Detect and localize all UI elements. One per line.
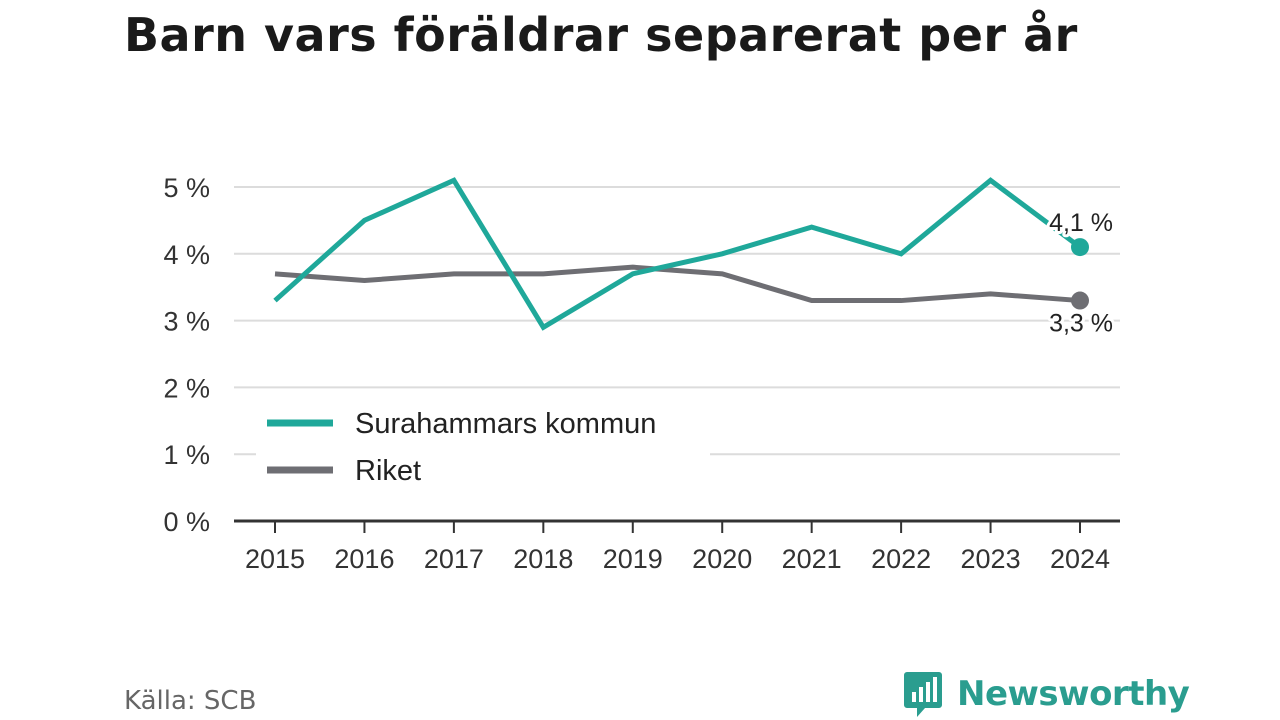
y-tick-label: 2 % <box>163 373 210 403</box>
series-lines <box>273 177 1089 331</box>
chart-title: Barn vars föräldrar separerat per år <box>124 8 1078 62</box>
x-tick-label: 2015 <box>245 544 305 574</box>
end-value-label: 3,3 % <box>1049 310 1113 338</box>
y-tick-label: 5 % <box>163 173 210 203</box>
series-line <box>274 264 1081 304</box>
end-value-label: 4,1 % <box>1049 209 1113 237</box>
y-tick-label: 4 % <box>163 240 210 270</box>
x-tick-label: 2017 <box>424 544 484 574</box>
y-tick-label: 1 % <box>163 440 210 470</box>
legend-background <box>256 398 710 494</box>
x-tick-label: 2023 <box>961 544 1021 574</box>
legend-label: Riket <box>355 455 421 487</box>
x-tick-label: 2019 <box>603 544 663 574</box>
x-axis: 2015 2016 2017 2018 2019 2020 2021 2022 2023 2024 <box>234 519 1120 574</box>
x-tick-label: 2021 <box>782 544 842 574</box>
x-tick-label: 2016 <box>334 544 394 574</box>
newsworthy-logo-icon <box>904 672 942 717</box>
legend-label: Surahammars kommun <box>355 408 656 440</box>
x-tick-label: 2024 <box>1050 544 1110 574</box>
brand-name: Newsworthy <box>957 674 1190 714</box>
x-tick-label: 2018 <box>513 544 573 574</box>
brand-logo: Newsworthy <box>903 670 1190 718</box>
y-axis-tick-labels: 0 % 1 % 2 % 3 % 4 % 5 % <box>163 173 210 537</box>
legend: Surahammars kommun Riket <box>267 408 656 487</box>
source-note: Källa: SCB <box>124 686 257 716</box>
gridlines <box>234 186 1120 494</box>
line-chart: 0 %1 %2 %3 %4 %5 % 2015 2016 2017 2018 2019 2… <box>163 173 1120 574</box>
y-tick-label: 0 % <box>163 507 210 537</box>
end-point-marker <box>1071 291 1089 310</box>
series-line <box>273 177 1082 331</box>
x-tick-label: 2020 <box>692 544 752 574</box>
y-tick-label: 3 % <box>163 307 210 337</box>
x-tick-label: 2022 <box>871 544 931 574</box>
end-labels: 4,1 % 3,3 % <box>1046 206 1116 340</box>
end-point-marker <box>1071 238 1089 257</box>
